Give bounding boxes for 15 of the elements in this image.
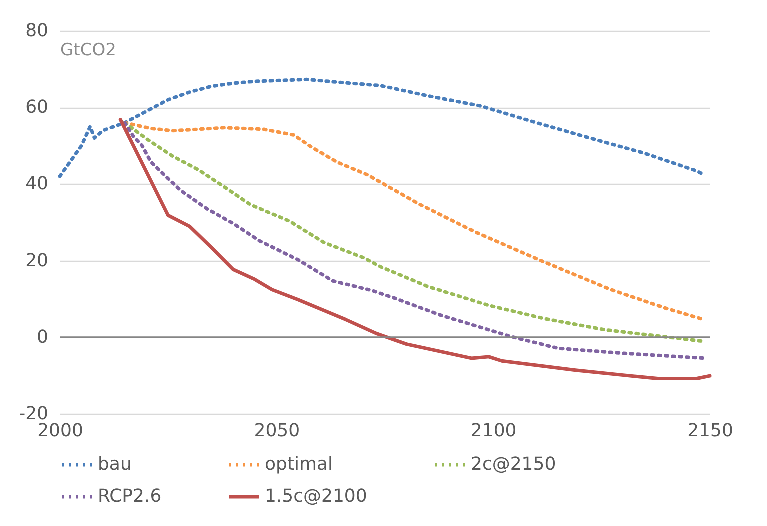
y-tick-label: 20 xyxy=(26,250,48,272)
x-tick-label: 2050 xyxy=(254,420,300,442)
y-tick-label: 40 xyxy=(26,174,48,195)
legend-label: 1.5c@2100 xyxy=(265,486,368,507)
x-tick-label: 2150 xyxy=(688,420,734,442)
legend-label: bau xyxy=(98,454,132,475)
y-tick-label: 0 xyxy=(37,326,48,348)
legend-label: RCP2.6 xyxy=(98,486,162,507)
line-series xyxy=(58,78,704,178)
y-tick-label: 80 xyxy=(26,20,48,42)
legend-label: 2c@2150 xyxy=(471,454,556,475)
y-axis-title: GtCO2 xyxy=(60,40,116,60)
x-tick-label: 2100 xyxy=(470,420,517,442)
legend-label: optimal xyxy=(265,454,334,475)
y-tick-label: 60 xyxy=(26,97,48,118)
